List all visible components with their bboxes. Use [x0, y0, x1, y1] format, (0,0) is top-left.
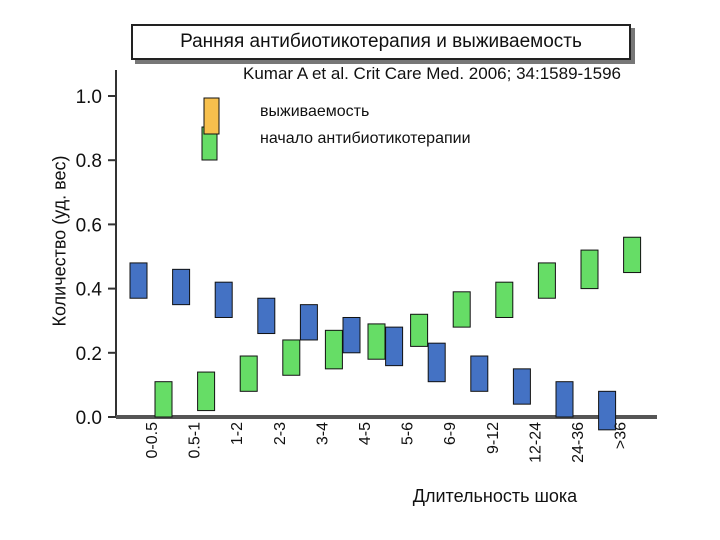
antibiotic-start-bar: [410, 313, 429, 347]
y-axis-label: Количество (уд. вес): [49, 155, 70, 327]
x-tick-label: >36: [613, 422, 630, 449]
x-tick-label: 3-4: [314, 422, 331, 445]
x-tick-label: 0.5-1: [187, 422, 204, 459]
legend-label-antibiotic-start: начало антибиотикотерапии: [260, 130, 471, 147]
antibiotic-start-bar: [197, 371, 216, 412]
antibiotic-start-bar: [324, 329, 343, 370]
chart-title-text: Ранняя антибиотикотерапия и выживаемость: [180, 31, 582, 52]
x-tick-label: 5-6: [400, 422, 417, 445]
x-tick-label: 1-2: [229, 422, 246, 445]
chart-title: Ранняя антибиотикотерапия и выживаемость: [131, 24, 631, 60]
survival-bar: [214, 281, 233, 318]
antibiotic-start-bar: [452, 291, 471, 328]
y-tick-label: 0.6: [76, 215, 102, 236]
x-tick-label: 2-3: [272, 422, 289, 445]
y-tick-label: 0.4: [76, 280, 103, 301]
x-tick-label: 6-9: [442, 422, 459, 445]
survival-bar: [299, 304, 318, 341]
survival-bar: [470, 355, 489, 392]
survival-bar: [598, 390, 617, 431]
antibiotic-start-bar: [282, 339, 301, 376]
legend-label-survival: выживаемость: [260, 103, 370, 120]
legend-swatch-survival: [203, 97, 220, 135]
x-tick-label: 9-12: [485, 422, 502, 454]
x-axis-label: Длительность шока: [412, 486, 578, 506]
antibiotic-start-bar: [495, 281, 514, 318]
antibiotic-start-bar: [580, 249, 599, 290]
x-tick-label: 0-0.5: [144, 422, 161, 459]
y-tick-label: 0.0: [76, 408, 102, 429]
survival-bar: [342, 316, 361, 354]
x-tick-label: 24-36: [570, 422, 587, 463]
survival-bar: [427, 342, 446, 383]
citation: Kumar A et al. Crit Care Med. 2006; 34:1…: [243, 64, 622, 83]
antibiotic-start-bar: [154, 381, 173, 418]
x-tick-label: 4-5: [357, 422, 374, 445]
survival-bar: [512, 368, 531, 405]
antibiotic-start-bar: [239, 355, 258, 392]
antibiotic-start-bar: [537, 262, 556, 299]
y-tick-label: 1.0: [76, 87, 102, 108]
y-tick-label: 0.2: [76, 344, 102, 365]
y-tick-label: 0.8: [76, 151, 102, 172]
survival-bar: [555, 381, 574, 418]
survival-bar: [257, 297, 276, 335]
antibiotic-start-bar: [367, 323, 386, 360]
x-tick-label: 12-24: [527, 422, 544, 463]
survival-bar: [129, 262, 148, 299]
antibiotic-start-bar: [623, 236, 642, 274]
survival-bar: [385, 326, 404, 367]
survival-bar: [172, 268, 191, 306]
